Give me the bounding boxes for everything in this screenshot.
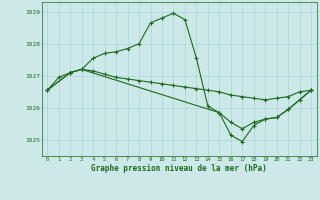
X-axis label: Graphe pression niveau de la mer (hPa): Graphe pression niveau de la mer (hPa) [91,164,267,173]
